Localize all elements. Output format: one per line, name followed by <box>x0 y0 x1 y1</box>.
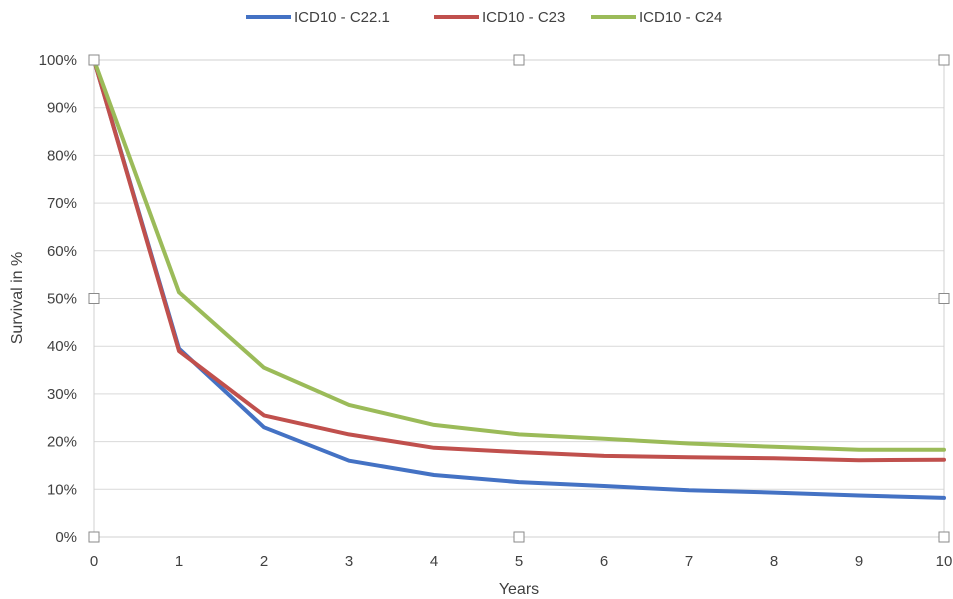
y-tick-label: 30% <box>47 386 77 403</box>
y-tick-label: 70% <box>47 195 77 212</box>
y-tick-label: 100% <box>39 52 77 69</box>
series-line <box>94 60 944 460</box>
series-line <box>94 60 944 450</box>
resize-handle[interactable] <box>939 55 949 65</box>
resize-handle[interactable] <box>89 294 99 304</box>
legend-label: ICD10 - C23 <box>482 9 565 26</box>
x-tick-label: 6 <box>600 553 608 570</box>
x-tick-label: 8 <box>770 553 778 570</box>
legend-label: ICD10 - C22.1 <box>294 9 390 26</box>
x-axis-title: Years <box>499 581 539 598</box>
y-tick-label: 20% <box>47 434 77 451</box>
y-axis-ticks: 0% 10% 20% 30% 40% 50% 60% 70% 80% 90% 100% <box>39 52 77 546</box>
x-tick-label: 10 <box>936 553 953 570</box>
y-tick-label: 40% <box>47 338 77 355</box>
y-axis-title: Survival in % <box>9 252 26 344</box>
resize-handle[interactable] <box>514 532 524 542</box>
resize-handle[interactable] <box>514 55 524 65</box>
y-tick-label: 90% <box>47 100 77 117</box>
y-tick-label: 60% <box>47 243 77 260</box>
x-tick-label: 3 <box>345 553 353 570</box>
x-tick-label: 9 <box>855 553 863 570</box>
resize-handle[interactable] <box>89 532 99 542</box>
x-tick-label: 7 <box>685 553 693 570</box>
y-tick-label: 10% <box>47 481 77 498</box>
x-tick-label: 2 <box>260 553 268 570</box>
x-tick-label: 1 <box>175 553 183 570</box>
resize-handle[interactable] <box>939 294 949 304</box>
x-tick-label: 5 <box>515 553 523 570</box>
legend: ICD10 - C22.1 ICD10 - C23 ICD10 - C24 <box>246 9 722 26</box>
legend-label: ICD10 - C24 <box>639 9 722 26</box>
series-line <box>94 60 944 498</box>
y-tick-label: 50% <box>47 291 77 308</box>
x-tick-label: 0 <box>90 553 98 570</box>
gridlines <box>94 108 944 490</box>
resize-handle[interactable] <box>89 55 99 65</box>
x-tick-label: 4 <box>430 553 438 570</box>
y-tick-label: 0% <box>55 529 77 546</box>
y-tick-label: 80% <box>47 147 77 164</box>
series-layer <box>94 60 944 498</box>
x-axis-ticks: 0 1 2 3 4 5 6 7 8 9 10 <box>90 553 953 570</box>
resize-handle[interactable] <box>939 532 949 542</box>
